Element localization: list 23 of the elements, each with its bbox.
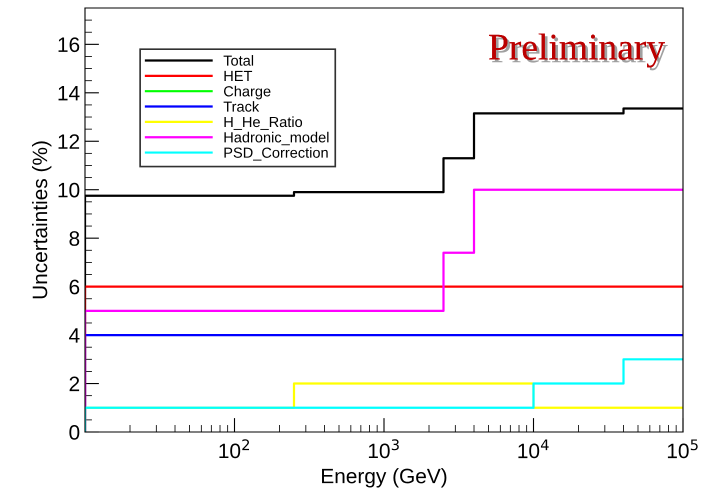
y-tick-label: 16	[58, 37, 80, 52]
y-tick-label: 14	[58, 86, 80, 100]
y-tick-label: 10	[58, 182, 80, 198]
y-tick-label: 12	[58, 134, 80, 149]
legend-label: PSD_Correction	[224, 147, 328, 161]
x-tick-label: 10$^{4}$	[518, 439, 549, 458]
y-tick-label: 6	[70, 280, 80, 294]
y-axis-title: Uncertainties (%)	[32, 141, 52, 298]
x-axis-title: Energy (GeV)	[322, 468, 446, 488]
legend-label: Track	[224, 101, 260, 112]
x-tick-label: 10$^{3}$	[368, 439, 399, 458]
legend-label: Charge	[224, 86, 270, 100]
legend-label: Hadronic_model	[224, 132, 328, 146]
y-tick-label: 8	[69, 231, 80, 246]
legend-label: Total	[224, 55, 254, 66]
annotation: Preliminary	[489, 33, 668, 70]
y-tick-label: 4	[69, 328, 80, 343]
x-tick-label: 10$^{2}$	[219, 439, 250, 458]
legend-label: H_He_Ratio	[224, 116, 302, 130]
x-tick-label: 10$^{5}$	[668, 439, 698, 458]
legend-label: HET	[224, 70, 252, 81]
y-tick-label: 2	[70, 376, 80, 392]
y-tick-label: 0	[69, 425, 80, 440]
